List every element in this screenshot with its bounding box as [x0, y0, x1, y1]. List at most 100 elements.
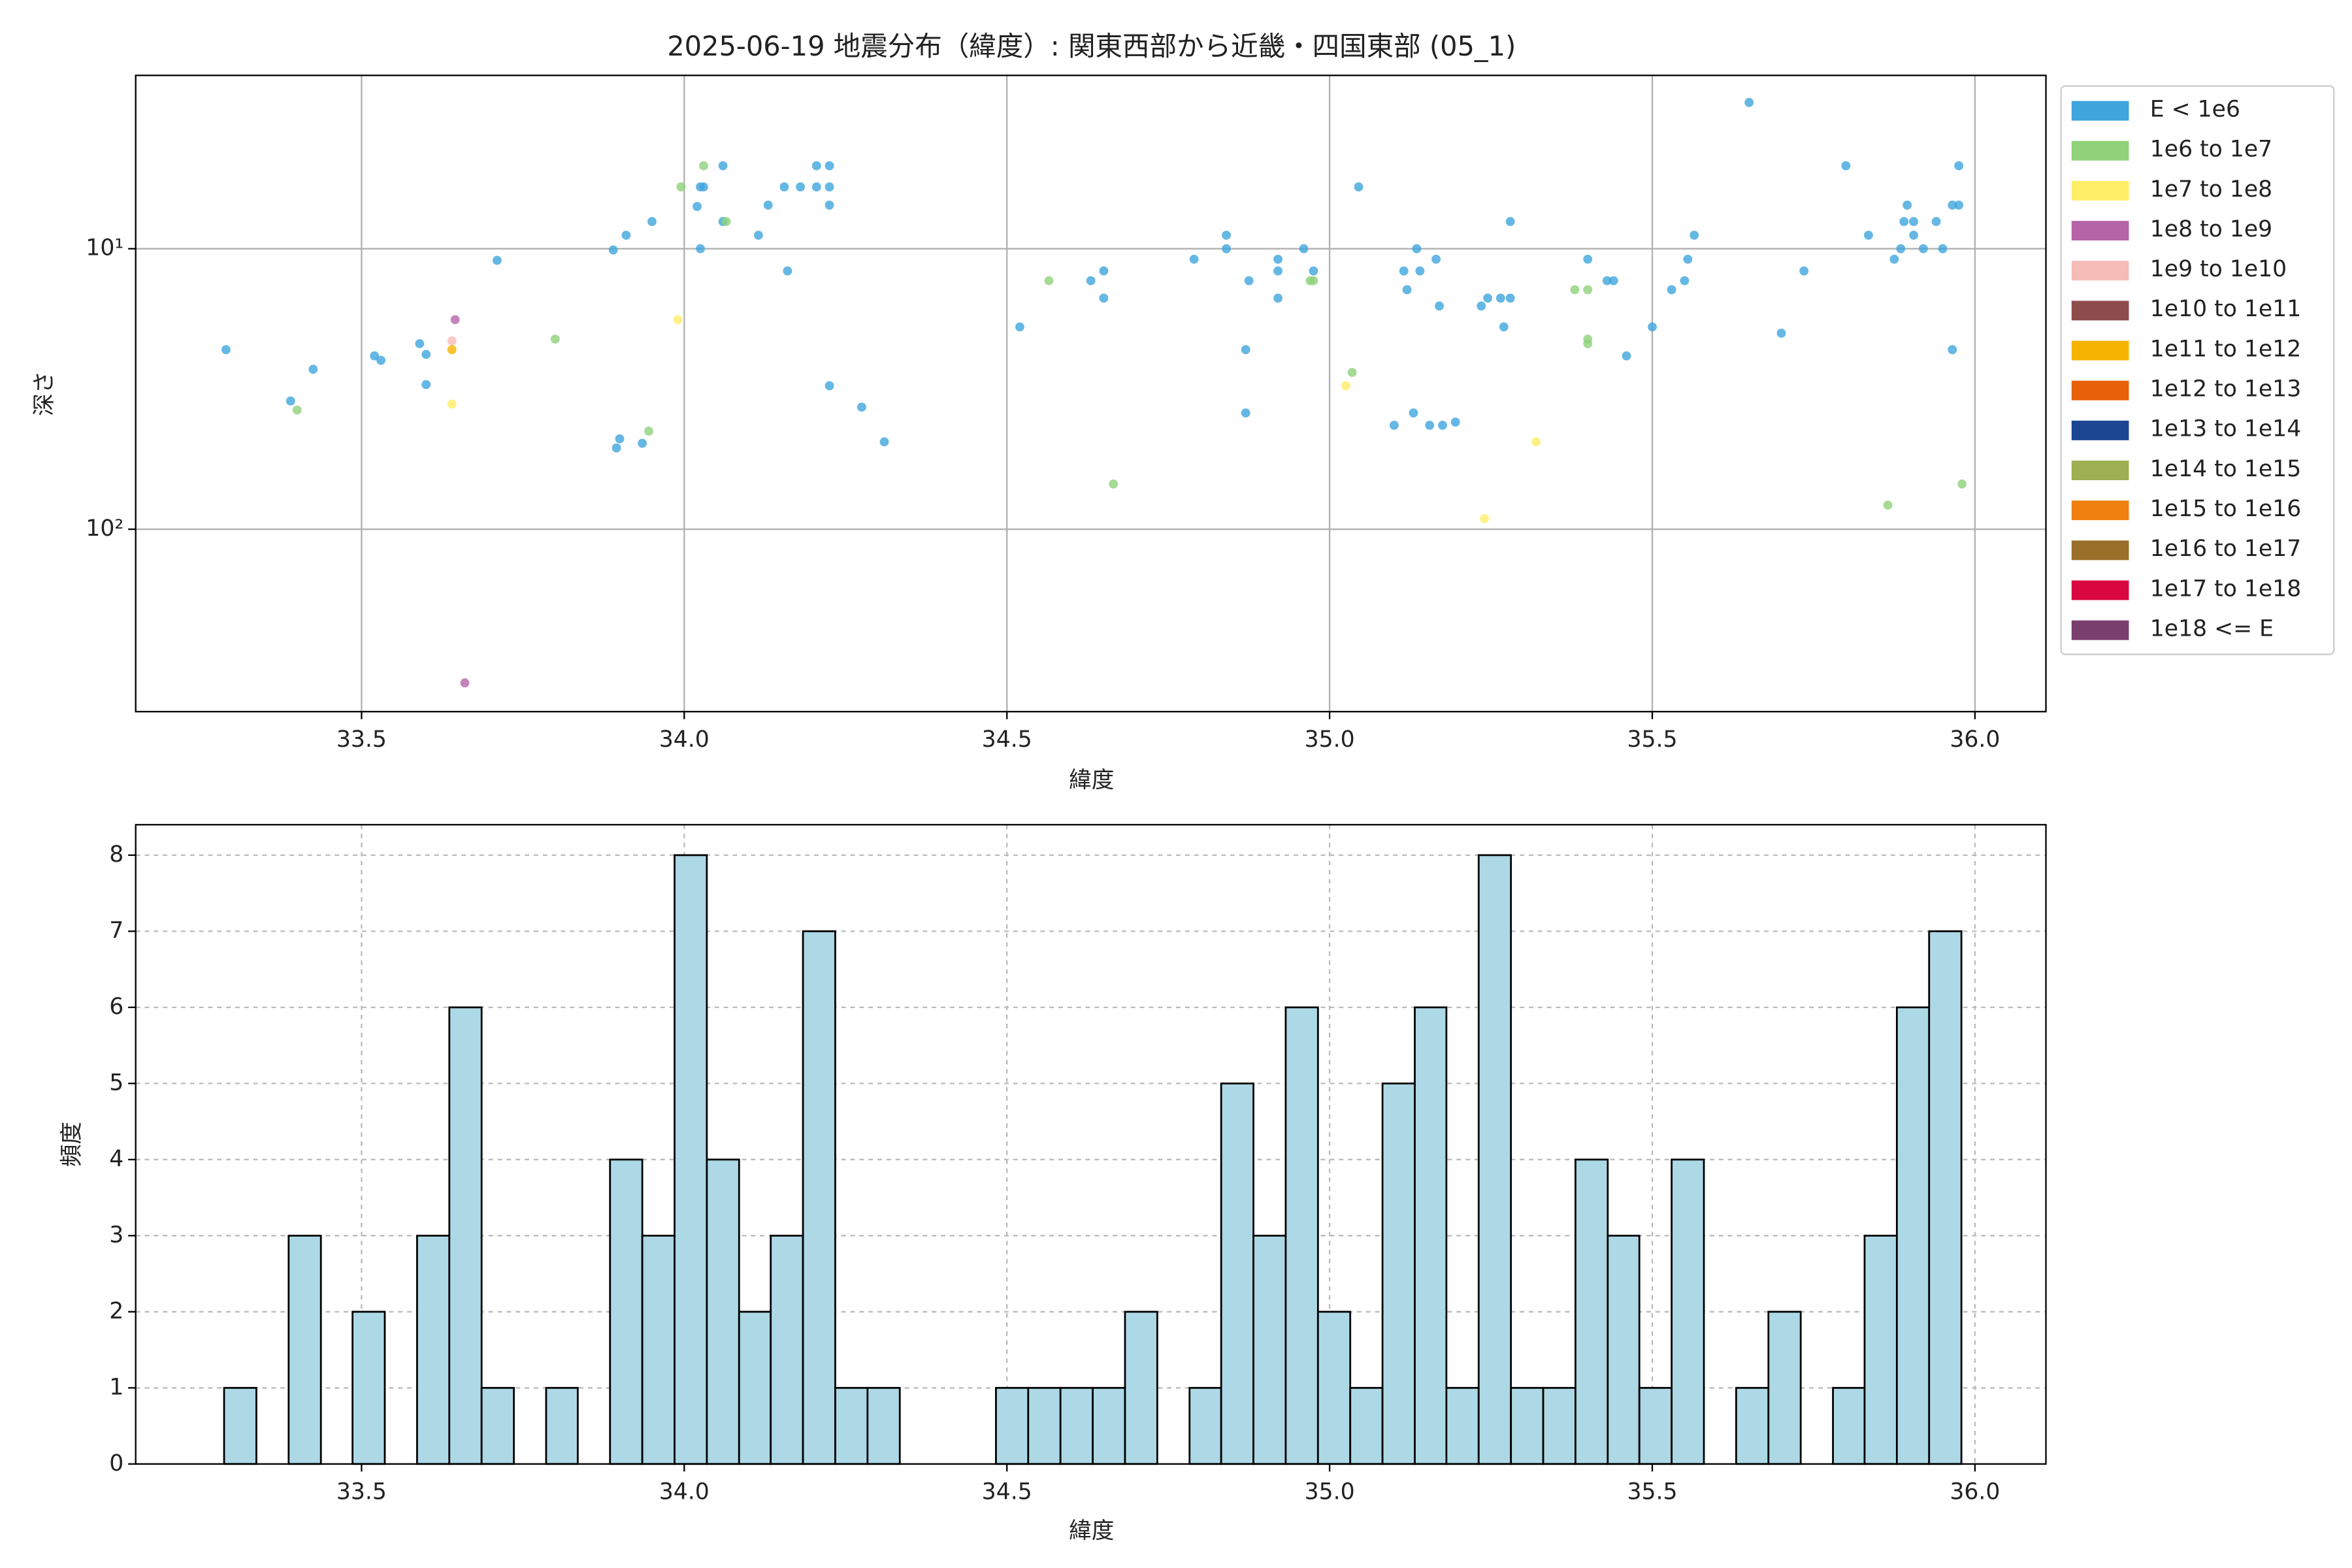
x-tick-label: 36.0: [1950, 1479, 2000, 1505]
bar: [1124, 1311, 1158, 1465]
point: [421, 350, 431, 359]
legend-swatch: [2071, 301, 2129, 321]
bar: [1607, 1234, 1641, 1465]
bar: [1445, 1386, 1480, 1465]
point: [1480, 514, 1490, 523]
bar: [1928, 930, 1963, 1465]
point: [1044, 276, 1054, 286]
point: [763, 201, 773, 210]
x-axis-label: 緯度: [1069, 1518, 1114, 1544]
point: [1099, 266, 1109, 276]
point: [1938, 244, 1948, 253]
legend-label: 1e12 to 1e13: [2150, 376, 2301, 402]
legend-box: [2060, 85, 2335, 655]
point: [1389, 421, 1399, 430]
point: [1412, 244, 1422, 253]
point: [1189, 254, 1199, 264]
point: [1570, 285, 1580, 295]
y-tick-label: 6: [109, 994, 123, 1020]
point: [370, 351, 380, 361]
legend-swatch: [2071, 580, 2129, 600]
point: [615, 434, 625, 444]
point: [612, 443, 621, 453]
bar: [1542, 1386, 1576, 1465]
y-tick-label: 1: [109, 1374, 123, 1400]
x-tick-label: 34.5: [982, 727, 1032, 753]
point: [718, 161, 728, 171]
point: [447, 399, 457, 409]
point: [447, 336, 457, 346]
point: [1948, 201, 1957, 210]
point: [1477, 301, 1486, 311]
bar: [1316, 1311, 1352, 1465]
point: [1273, 293, 1282, 303]
legend-swatch: [2071, 500, 2129, 521]
point: [1241, 345, 1250, 355]
x-tick-label: 35.0: [1305, 1479, 1355, 1505]
point: [1863, 231, 1873, 240]
point: [1899, 217, 1909, 227]
point: [1415, 266, 1425, 276]
point: [779, 182, 789, 192]
bar: [1735, 1386, 1770, 1465]
legend-label: 1e9 to 1e10: [2150, 256, 2287, 282]
legend-label: E < 1e6: [2150, 96, 2240, 122]
point: [1495, 293, 1505, 303]
plot-frame: [135, 824, 2047, 1465]
point: [699, 182, 708, 192]
bar: [1027, 1386, 1062, 1465]
point: [286, 396, 295, 406]
x-tick-label: 34.5: [982, 1479, 1032, 1505]
bar: [1414, 1006, 1448, 1465]
point: [693, 202, 702, 211]
point: [1648, 322, 1657, 332]
point: [1909, 231, 1918, 240]
point: [1602, 276, 1612, 286]
y-tick-label: 8: [109, 841, 123, 868]
point: [460, 678, 470, 688]
point: [1309, 266, 1318, 276]
point: [421, 380, 431, 389]
bar: [1220, 1082, 1254, 1465]
point: [1909, 217, 1918, 227]
point: [1341, 381, 1350, 391]
point: [1015, 322, 1024, 332]
point: [1499, 322, 1509, 332]
bar: [609, 1158, 644, 1465]
point: [1354, 182, 1364, 192]
point: [1799, 266, 1809, 276]
y-tick-label: 0: [109, 1450, 123, 1477]
point: [825, 201, 834, 210]
bar: [738, 1311, 772, 1465]
legend-label: 1e11 to 1e12: [2150, 336, 2301, 362]
point: [1918, 244, 1928, 253]
legend-label: 1e10 to 1e11: [2150, 296, 2301, 322]
legend-swatch: [2071, 140, 2129, 161]
point: [1690, 231, 1699, 240]
x-tick-label: 36.0: [1950, 727, 2000, 753]
bar: [1381, 1082, 1416, 1465]
bar: [770, 1234, 804, 1465]
bar: [1671, 1158, 1705, 1465]
point: [1438, 421, 1447, 430]
point: [1683, 254, 1693, 264]
point: [1841, 161, 1851, 171]
point: [1435, 301, 1444, 311]
legend-swatch: [2071, 221, 2129, 241]
y-tick-label: 3: [109, 1222, 123, 1248]
point: [696, 244, 705, 253]
y-tick-label: 7: [109, 917, 123, 943]
point: [825, 381, 834, 391]
bar: [1477, 854, 1512, 1465]
bar: [834, 1386, 869, 1465]
legend-swatch: [2071, 380, 2129, 400]
point: [1583, 335, 1593, 344]
point: [308, 365, 318, 374]
bar: [1832, 1386, 1866, 1465]
bar: [1510, 1386, 1544, 1465]
legend-label: 1e8 to 1e9: [2150, 216, 2272, 242]
point: [447, 345, 457, 355]
point: [1948, 345, 1957, 355]
bar: [287, 1234, 322, 1465]
point: [1505, 293, 1515, 303]
